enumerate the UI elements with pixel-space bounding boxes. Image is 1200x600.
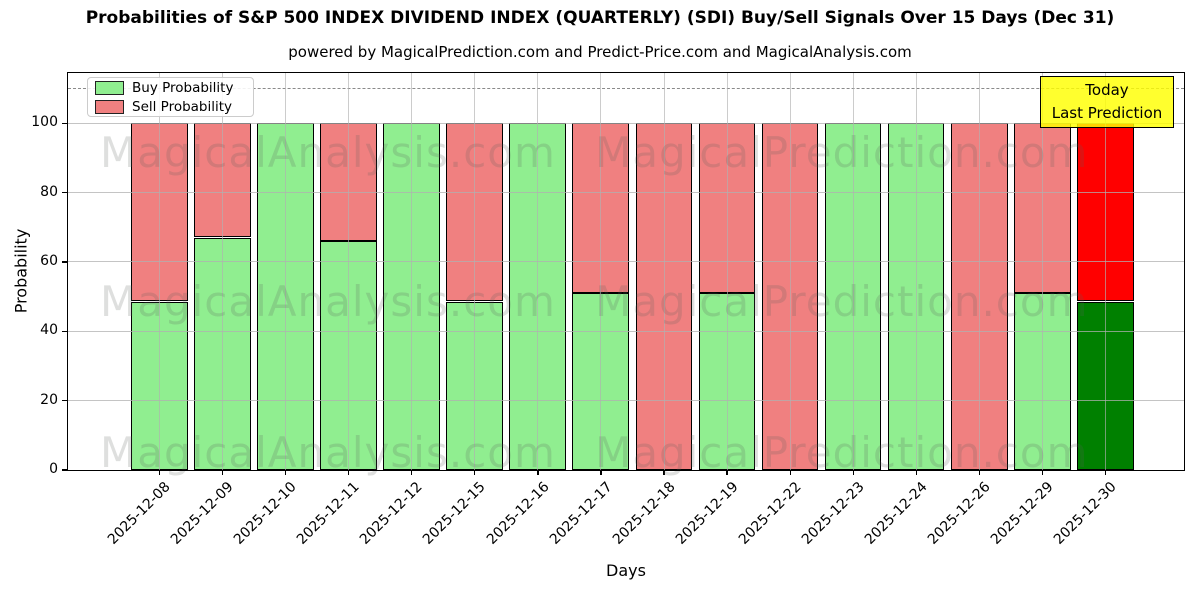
vertical-gridline [663,73,665,470]
chart-title: Probabilities of S&P 500 INDEX DIVIDEND … [85,8,1115,28]
x-tick-mark [1104,470,1107,475]
x-tick-label: 2025-12-08 [104,479,174,548]
vertical-gridline [348,73,350,470]
y-tick-mark [62,261,68,263]
x-tick-label: 2025-12-17 [546,479,616,548]
x-tick-mark [411,470,413,475]
today-annotation-box: Today Last Prediction [1040,76,1174,128]
y-tick-label: 40 [40,322,58,339]
horizontal-gridline [68,330,1184,332]
x-tick-mark [663,470,665,475]
horizontal-gridline [68,192,1184,194]
x-tick-mark [158,470,161,475]
y-tick-label: 20 [40,391,58,408]
x-axis-label: Days [606,561,646,580]
plot-area: Probability Days Buy Probability Sell Pr… [12,71,1185,580]
y-tick-label: 80 [40,183,58,200]
x-tick-mark [978,470,981,475]
x-tick-label: 2025-12-26 [924,479,994,548]
x-tick-mark [1041,470,1044,475]
x-tick-mark [726,470,728,475]
x-tick-label: 2025-12-22 [735,479,805,548]
vertical-gridline [978,73,980,470]
vertical-gridline [222,73,224,470]
x-tick-label: 2025-12-16 [483,479,553,548]
vertical-gridline [915,73,917,470]
y-tick-label: 0 [49,461,58,477]
vertical-gridline [159,73,160,470]
chart-subtitle: powered by MagicalPrediction.com and Pre… [288,43,912,61]
y-tick-mark [62,469,68,471]
x-tick-mark [852,470,854,475]
horizontal-gridline [68,261,1184,263]
vertical-gridline [1105,73,1107,470]
x-tick-mark [537,470,539,475]
horizontal-gridline [68,400,1184,402]
x-tick-mark [915,470,917,475]
vertical-gridline [411,73,413,470]
x-tick-mark [600,470,602,475]
vertical-gridline [537,73,539,470]
x-tick-label: 2025-12-30 [1051,479,1120,548]
vertical-gridline [285,73,287,470]
x-tick-mark [348,470,350,475]
legend: Buy Probability Sell Probability [87,77,254,117]
x-tick-label: 2025-12-29 [987,479,1057,548]
x-tick-label: 2025-12-23 [798,479,868,548]
vertical-gridline [474,73,476,470]
vertical-gridline [726,73,728,470]
x-tick-label: 2025-12-15 [420,479,490,548]
legend-item-buy: Buy Probability [95,80,253,96]
x-tick-mark [789,470,791,475]
legend-label-buy: Buy Probability [132,79,234,96]
today-annotation-line2: Last Prediction [1051,104,1163,122]
today-annotation-line1: Today [1085,80,1129,99]
x-tick-mark [284,470,287,475]
legend-swatch-buy [95,80,124,95]
x-tick-mark [474,470,476,475]
y-tick-mark [62,122,68,124]
dashed-threshold-line [68,87,1184,89]
vertical-gridline [1041,73,1043,470]
y-axis-label: Probability [11,228,31,314]
legend-swatch-sell [95,99,124,114]
vertical-gridline [789,73,791,470]
x-tick-mark [221,470,224,475]
y-tick-label: 60 [40,252,58,269]
y-tick-label: 100 [31,114,58,131]
x-tick-label: 2025-12-11 [294,479,364,548]
y-tick-mark [62,191,68,194]
x-tick-label: 2025-12-24 [861,479,931,548]
x-tick-label: 2025-12-19 [672,479,742,548]
x-tick-label: 2025-12-18 [609,479,679,548]
legend-label-sell: Sell Probability [132,98,233,115]
x-tick-label: 2025-12-10 [231,479,300,548]
legend-item-sell: Sell Probability [95,99,253,115]
y-tick-mark [62,330,68,332]
x-tick-label: 2025-12-12 [357,479,427,548]
vertical-gridline [600,73,602,470]
x-tick-label: 2025-12-09 [168,479,237,548]
vertical-gridline [852,73,854,470]
horizontal-gridline [68,122,1184,124]
y-tick-mark [62,400,68,402]
